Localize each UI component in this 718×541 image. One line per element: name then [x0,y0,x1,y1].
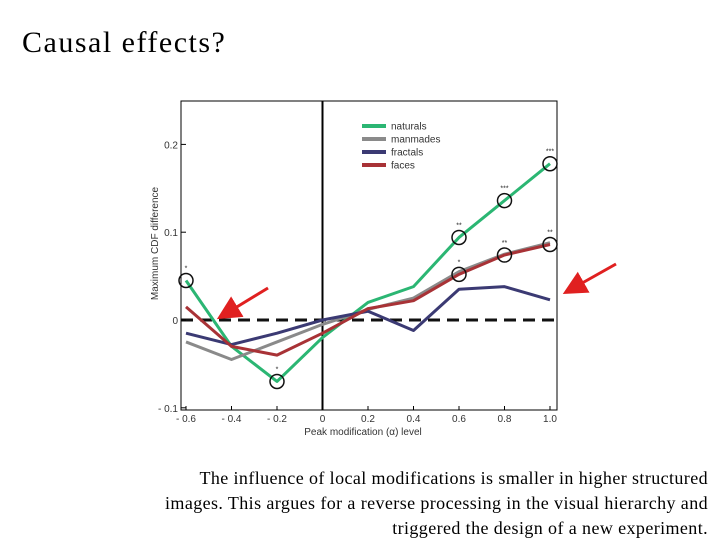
legend-label-manmades: manmades [391,135,440,146]
caption-line-2: images. This argues for a reverse proces… [165,493,708,513]
significance-stars: * [276,366,279,373]
red-arrow-right [562,262,617,294]
significance-stars: *** [546,149,554,156]
significance-stars: *** [500,186,508,193]
significance-circle [496,247,513,263]
legend: naturals manmades fractals faces [362,122,440,172]
series-line-faces [185,243,551,357]
caption-line-1: The influence of local modifications is … [199,468,708,488]
series-line-naturals [184,162,551,383]
x-tick-label: 0.2 [361,414,375,425]
significance-circle [269,373,285,390]
significance-circle [451,266,467,283]
x-tick-label: 0.4 [407,414,421,425]
series-line-fractals [185,285,551,347]
legend-label-faces: faces [391,161,415,172]
x-tick-label: 1.0 [543,414,557,425]
legend-label-fractals: fractals [391,148,423,159]
caption: The influence of local modifications is … [68,466,708,541]
significance-stars: ** [456,222,462,229]
y-tick-label: - 0.1 [158,404,178,415]
significance-circle [496,192,513,209]
significance-stars: * [458,259,461,266]
plot-frame [180,100,558,411]
significance-stars: * [185,265,188,272]
significance-stars: ** [502,240,508,247]
x-axis-label: Peak modification (α) level [304,427,422,438]
significance-circle [542,236,558,253]
legend-label-naturals: naturals [391,122,427,133]
caption-line-3: triggered the design of a new experiment… [392,518,708,538]
y-tick-label: 0 [172,316,178,327]
y-axis-label: Maximum CDF difference [150,186,161,300]
x-tick-label: - 0.4 [221,414,241,425]
significance-circle [178,272,194,289]
x-tick-label: - 0.2 [267,414,287,425]
significance-circle [451,229,467,246]
slide-title: Causal effects? [22,26,227,59]
x-tick-label: - 0.6 [176,414,196,425]
x-tick-label: 0.6 [452,414,466,425]
red-arrow-left [216,286,269,320]
y-tick-label: 0.2 [164,140,178,151]
significance-stars: ** [547,229,553,236]
significance-circle [542,155,558,172]
x-tick-label: 0 [320,414,326,425]
y-tick-label: 0.1 [164,228,178,239]
x-tick-label: 0.8 [498,414,512,425]
